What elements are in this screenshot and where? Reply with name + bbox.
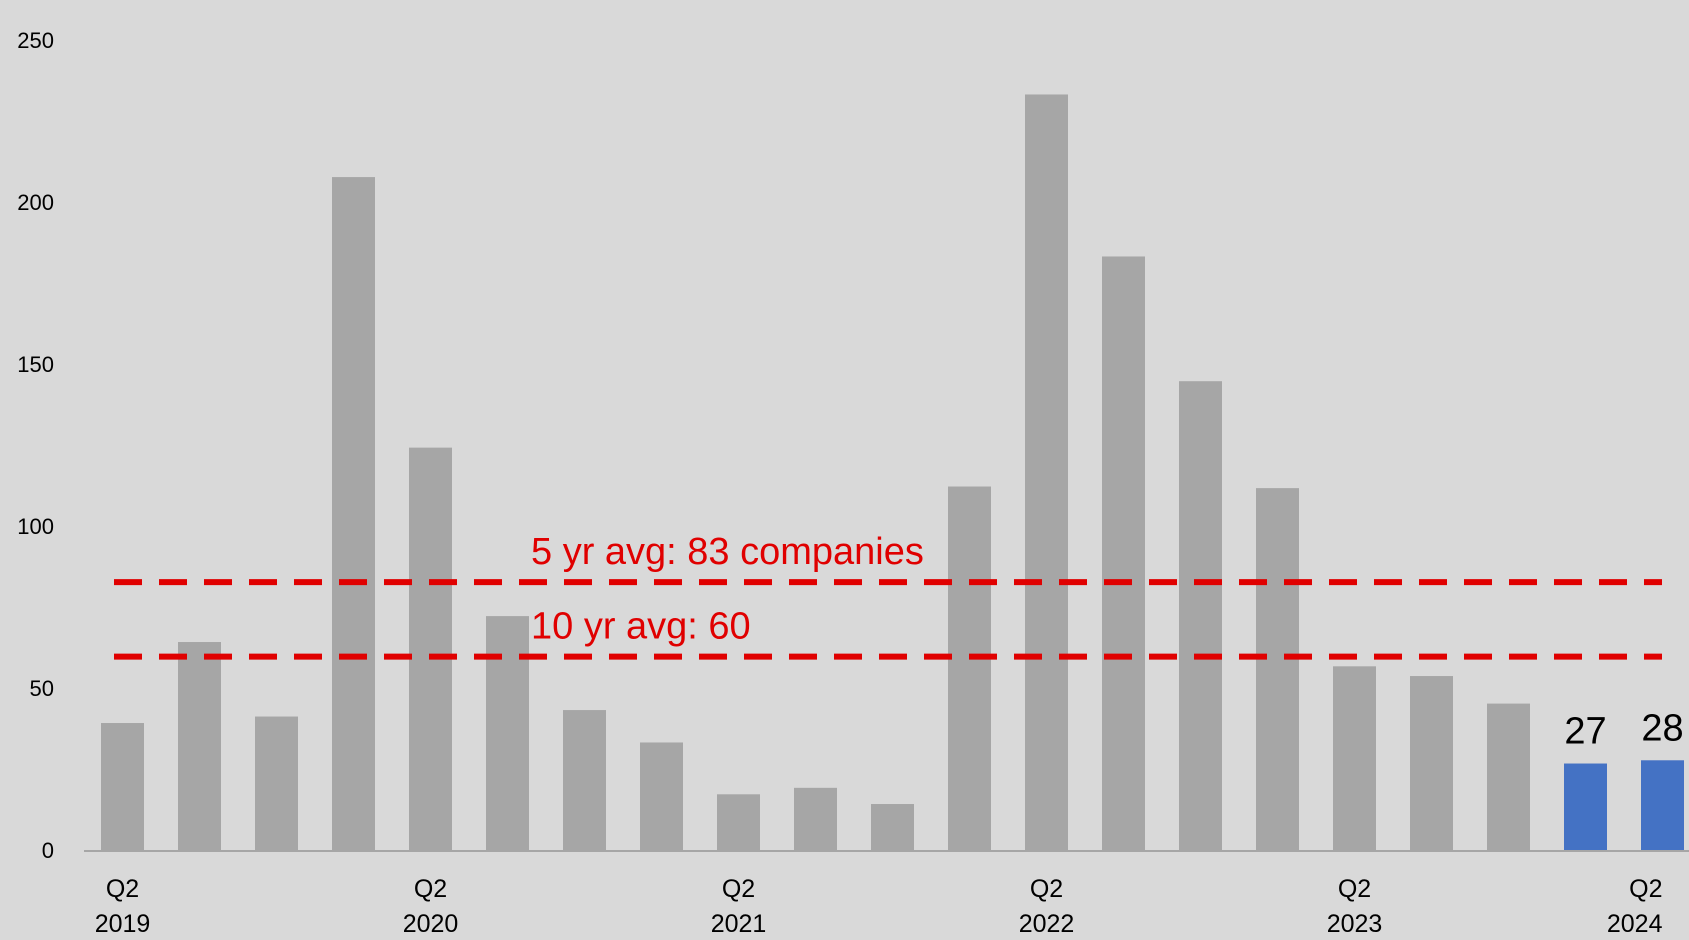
bar — [1564, 763, 1607, 851]
x-tick-label-year: 2019 — [95, 910, 151, 935]
y-axis-ticks: 0 50 100 150 200 250 — [17, 28, 54, 863]
y-tick-label: 100 — [17, 514, 54, 539]
y-tick-label: 250 — [17, 28, 54, 53]
data-labels: 27 28 — [1564, 707, 1683, 752]
bars — [101, 94, 1684, 852]
bar — [563, 710, 606, 851]
bar — [1333, 666, 1376, 851]
bar — [1179, 381, 1222, 851]
bar — [409, 447, 452, 851]
x-tick-label-quarter: Q2 — [1338, 875, 1371, 903]
bar — [1025, 94, 1068, 851]
bar — [1256, 488, 1299, 851]
x-tick-label-year: 2021 — [711, 910, 767, 935]
bar — [1102, 256, 1145, 852]
x-tick-label-year: 2020 — [403, 910, 459, 935]
bar — [948, 486, 991, 851]
x-axis-ticks: Q2 2019 Q2 2020 Q2 2021 Q2 2022 Q2 2023 Q2 2024 — [95, 875, 1663, 938]
bar — [332, 177, 375, 851]
bar — [1487, 703, 1530, 851]
bar — [255, 716, 298, 851]
x-tick-label-quarter: Q2 — [414, 875, 447, 903]
y-tick-label: 200 — [17, 190, 54, 215]
data-label: 27 — [1564, 711, 1606, 753]
x-tick-label-year: 2022 — [1019, 910, 1075, 935]
x-tick-label-year: 2023 — [1327, 910, 1383, 935]
y-tick-label: 50 — [30, 676, 54, 701]
bar — [717, 794, 760, 851]
y-tick-label: 150 — [17, 352, 54, 377]
bar — [178, 642, 221, 851]
data-label: 28 — [1641, 707, 1683, 749]
reference-lines: 5 yr avg: 83 companies 10 yr avg: 60 — [114, 531, 1662, 660]
bar — [1410, 676, 1453, 851]
x-tick-label-quarter: Q2 — [1629, 875, 1662, 903]
bar — [1641, 760, 1684, 851]
bar — [486, 616, 529, 851]
bar — [640, 742, 683, 851]
y-tick-label: 0 — [42, 838, 54, 863]
x-tick-label-year: 2024 — [1607, 910, 1663, 935]
reference-line-label: 10 yr avg: 60 — [531, 606, 751, 648]
x-tick-label-quarter: Q2 — [106, 875, 139, 903]
reference-line-label: 5 yr avg: 83 companies — [531, 531, 924, 573]
bar — [871, 804, 914, 851]
x-tick-label-quarter: Q2 — [722, 875, 755, 903]
bar — [794, 787, 837, 851]
x-tick-label-quarter: Q2 — [1030, 875, 1063, 903]
bar — [101, 723, 144, 851]
